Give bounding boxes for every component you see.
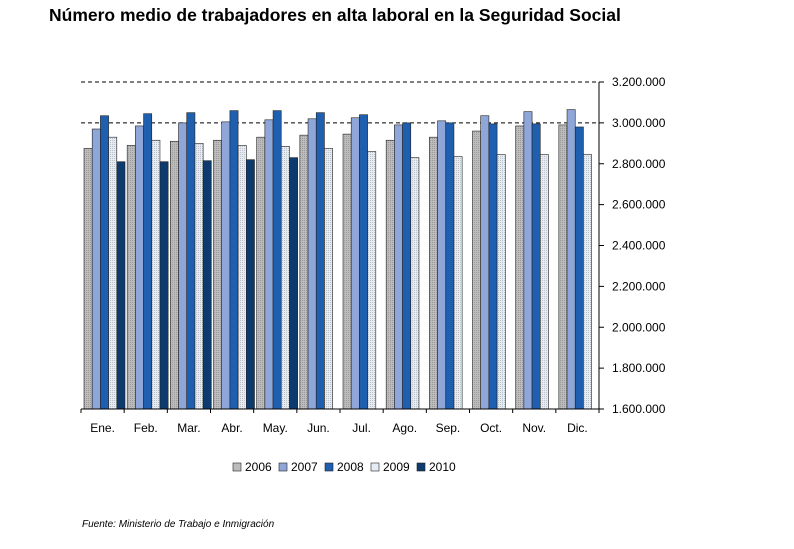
bar-texture [367, 151, 376, 410]
bar-texture [299, 135, 309, 409]
bar-texture [108, 137, 117, 409]
bar-texture [238, 145, 247, 409]
x-tick-label: Jul. [352, 421, 371, 435]
legend-label-2008: 2008 [337, 460, 364, 474]
bar-2008-Dic. [574, 126, 584, 410]
legend-swatch-2009 [370, 462, 380, 472]
bar-texture [170, 141, 179, 410]
bar-2008-Nov. [531, 123, 541, 410]
bar-2007-May. [264, 119, 274, 410]
source-note: Fuente: Ministerio de Trabajo e Inmigrac… [82, 519, 275, 530]
bar-2007-Nov. [523, 111, 533, 410]
bar-2008-May. [272, 110, 282, 410]
x-tick-label: Mar. [177, 421, 200, 435]
bar-texture [343, 134, 352, 409]
bar-texture [410, 157, 419, 409]
bar-texture [151, 140, 160, 409]
bar-2008-Ene. [100, 115, 109, 410]
x-tick-label: Abr. [221, 421, 242, 435]
bar-2010-Feb. [159, 161, 169, 410]
chart-title: Número medio de trabajadores en alta lab… [49, 5, 621, 25]
x-tick-label: Ene. [90, 421, 115, 435]
bar-2007-Sep. [437, 120, 447, 410]
bar-texture [453, 156, 463, 409]
bar-texture [84, 148, 93, 409]
x-tick-label: Nov. [522, 421, 546, 435]
bar-texture [497, 154, 506, 409]
bar-2008-Abr. [229, 110, 239, 410]
bar-texture [127, 145, 136, 409]
legend-label-2010: 2010 [429, 460, 456, 474]
bar-texture [429, 137, 438, 409]
bar-texture [515, 125, 524, 410]
bar-2007-Dic. [566, 109, 576, 410]
bar-texture [386, 140, 395, 409]
bar-2010-May. [289, 157, 298, 410]
bar-2008-Oct. [488, 123, 498, 410]
legend-swatch-2008 [324, 462, 334, 472]
legend-label-2007: 2007 [291, 460, 318, 474]
bar-2007-Mar. [178, 122, 188, 410]
y-tick-label: 2.800.000 [612, 157, 666, 171]
bar-texture [540, 154, 549, 409]
bar-2008-Jun. [315, 112, 325, 410]
bar-texture [324, 148, 333, 409]
bar-texture [558, 124, 568, 409]
x-tick-label: Oct. [480, 421, 502, 435]
bar-2007-Abr. [221, 121, 231, 410]
bar-texture [583, 154, 592, 409]
y-tick-label: 2.200.000 [612, 279, 666, 293]
bar-2007-Ene. [91, 128, 101, 410]
legend-swatch-2010 [416, 462, 426, 472]
bar-2007-Jul. [350, 117, 360, 410]
y-tick-label: 1.800.000 [612, 361, 666, 375]
y-tick-label: 2.600.000 [612, 198, 666, 212]
bar-2007-Feb. [135, 125, 144, 410]
x-tick-label: Dic. [567, 421, 588, 435]
bar-texture [472, 131, 481, 410]
bar-2008-Jul. [359, 114, 368, 410]
bar-texture [194, 143, 204, 409]
y-tick-label: 2.400.000 [612, 239, 666, 253]
y-tick-label: 1.600.000 [612, 402, 666, 416]
bar-texture [213, 140, 222, 409]
x-tick-label: Feb. [134, 421, 158, 435]
bar-2007-Oct. [480, 115, 490, 410]
legend-label-2009: 2009 [383, 460, 410, 474]
x-tick-label: Jun. [307, 421, 330, 435]
bar-2007-Ago. [394, 124, 403, 410]
bar-2008-Feb. [143, 113, 153, 410]
bar-2007-Jun. [307, 118, 317, 410]
bar-2008-Sep. [445, 122, 455, 410]
bar-2010-Mar. [202, 160, 212, 410]
y-tick-label: 3.000.000 [612, 116, 666, 130]
bar-texture [256, 137, 265, 409]
legend-swatch-2007 [278, 462, 288, 472]
x-tick-label: Sep. [436, 421, 461, 435]
y-tick-label: 3.200.000 [612, 75, 666, 89]
legend-label-2006: 2006 [245, 460, 272, 474]
bar-2008-Mar. [186, 112, 196, 410]
y-tick-label: 2.000.000 [612, 320, 666, 334]
legend-swatch-2006 [232, 462, 242, 472]
bar-2010-Abr. [246, 159, 255, 410]
bar-2010-Ene. [116, 161, 126, 410]
x-tick-label: May. [263, 421, 288, 435]
bar-texture [281, 146, 290, 410]
bar-2008-Ago. [402, 122, 412, 410]
x-tick-label: Ago. [392, 421, 417, 435]
